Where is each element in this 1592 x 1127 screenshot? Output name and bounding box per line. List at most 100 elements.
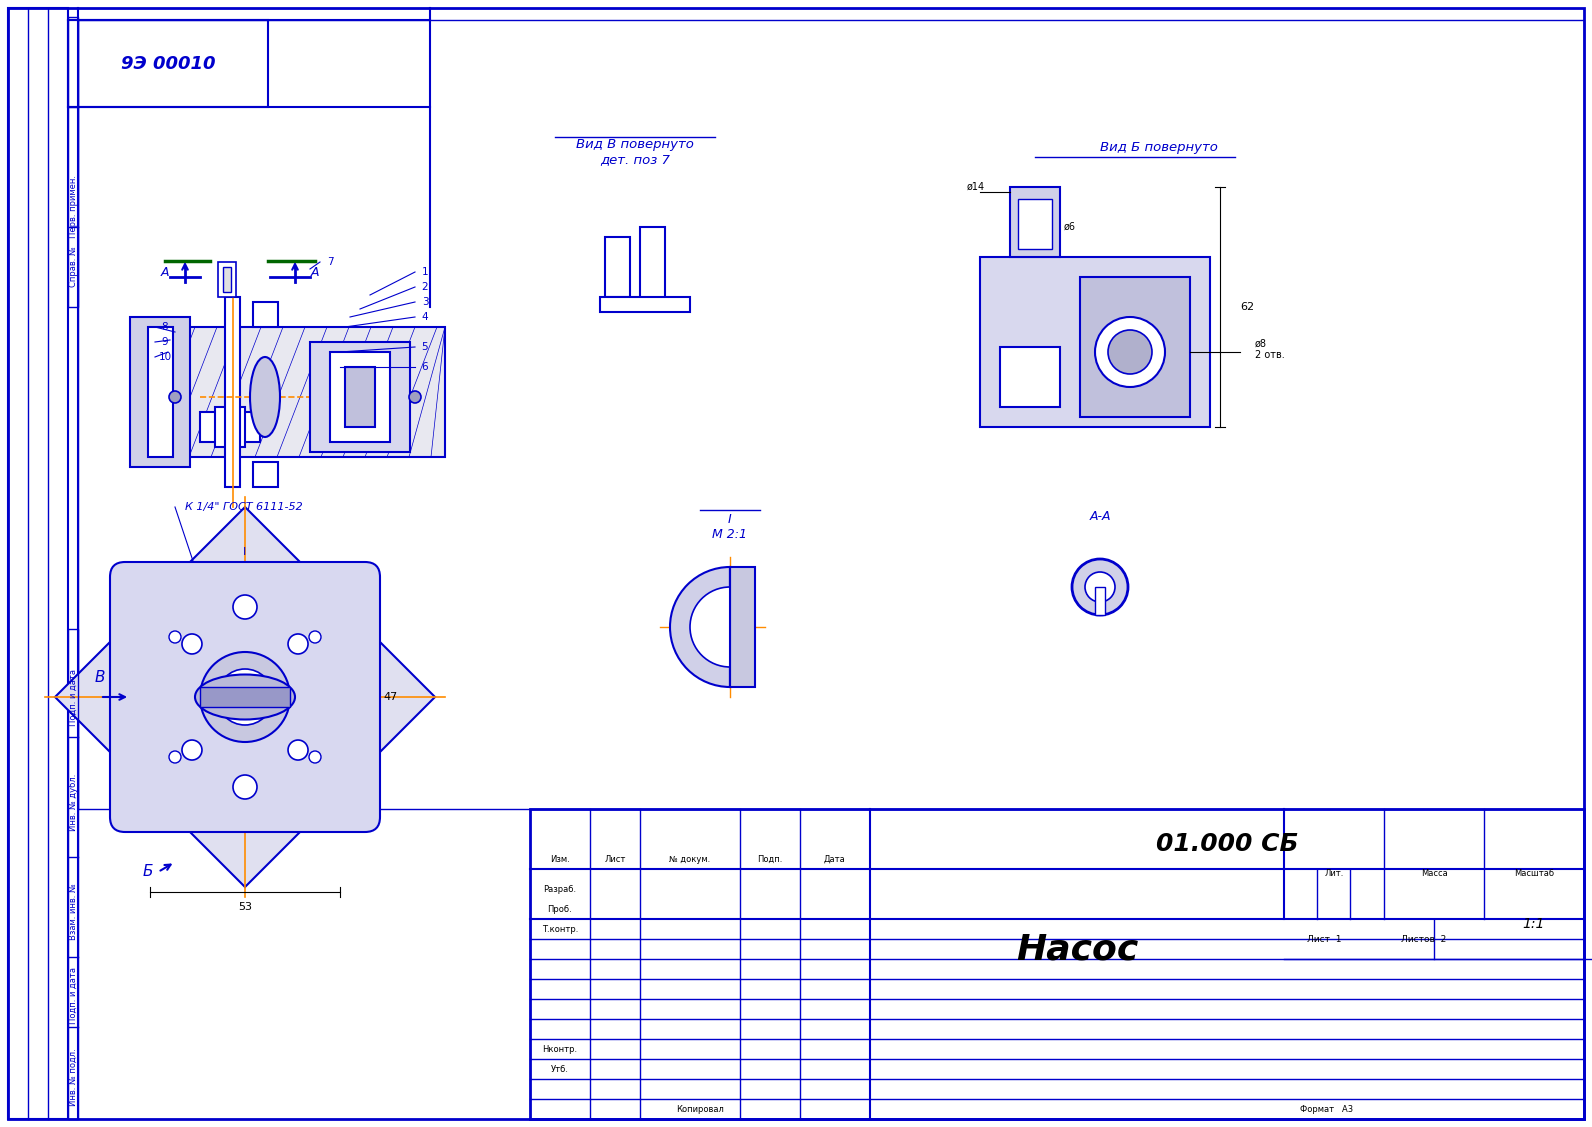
Circle shape <box>288 740 307 760</box>
Bar <box>600 298 689 312</box>
Text: Проб.: Проб. <box>548 905 573 914</box>
Text: К 1/4" ГОСТ 6111-52: К 1/4" ГОСТ 6111-52 <box>185 502 302 512</box>
Text: 10: 10 <box>159 352 172 362</box>
Bar <box>1000 347 1060 407</box>
Bar <box>201 412 259 442</box>
Bar <box>148 327 174 458</box>
Text: 47: 47 <box>384 692 398 702</box>
Bar <box>68 629 78 1119</box>
Text: Разраб.: Разраб. <box>543 885 576 894</box>
Text: Формат   А3: Формат А3 <box>1301 1104 1353 1113</box>
Text: Т.контр.: Т.контр. <box>541 924 578 933</box>
Text: Копировал: Копировал <box>677 1104 724 1113</box>
Bar <box>345 367 376 427</box>
Bar <box>330 352 390 442</box>
Ellipse shape <box>194 674 295 719</box>
Text: Подп. и дата: Подп. и дата <box>68 967 78 1023</box>
Text: Подп.: Подп. <box>758 854 783 863</box>
Text: Вид В повернуто
дет. поз 7: Вид В повернуто дет. поз 7 <box>576 137 694 166</box>
Text: Перв. примен.: Перв. примен. <box>68 176 78 239</box>
Bar <box>1009 187 1060 257</box>
Bar <box>1095 587 1105 615</box>
Bar <box>145 327 446 458</box>
Bar <box>605 237 630 298</box>
Bar <box>215 407 245 447</box>
Bar <box>8 8 68 1119</box>
Text: Изм.: Изм. <box>551 854 570 863</box>
Circle shape <box>169 751 181 763</box>
Circle shape <box>232 775 256 799</box>
Text: ø8
2 отв.: ø8 2 отв. <box>1254 338 1285 360</box>
Text: Б: Б <box>143 864 153 879</box>
Circle shape <box>181 635 202 654</box>
Text: ø14: ø14 <box>966 181 985 192</box>
Text: 1:1: 1:1 <box>1524 917 1546 931</box>
Ellipse shape <box>250 357 280 437</box>
Circle shape <box>1086 573 1114 602</box>
Circle shape <box>309 751 322 763</box>
Text: I
М 2:1: I М 2:1 <box>713 513 748 541</box>
Text: 53: 53 <box>237 902 252 912</box>
Circle shape <box>181 740 202 760</box>
Bar <box>253 302 279 327</box>
Text: А: А <box>161 266 169 278</box>
Bar <box>310 341 411 452</box>
Text: 1: 1 <box>422 267 428 277</box>
Bar <box>981 257 1210 427</box>
Text: Справ. №: Справ. № <box>68 247 78 287</box>
Text: Лит.: Лит. <box>1325 870 1344 879</box>
Bar <box>201 687 290 707</box>
Text: 9: 9 <box>162 337 169 347</box>
Circle shape <box>217 669 272 725</box>
Text: 5: 5 <box>422 341 428 352</box>
Bar <box>218 261 236 298</box>
Text: 8: 8 <box>162 322 169 332</box>
Wedge shape <box>689 587 731 667</box>
Bar <box>253 462 279 487</box>
Text: 6: 6 <box>422 362 428 372</box>
Polygon shape <box>56 507 435 887</box>
Circle shape <box>169 391 181 403</box>
Bar <box>1017 199 1052 249</box>
Text: 62: 62 <box>1240 302 1254 312</box>
Text: А-А: А-А <box>1089 511 1111 524</box>
Bar <box>640 227 665 307</box>
Text: Вид Б повернуто: Вид Б повернуто <box>1100 141 1218 153</box>
Circle shape <box>1071 559 1129 615</box>
Bar <box>131 317 189 467</box>
Text: Дата: Дата <box>825 854 845 863</box>
Bar <box>530 809 1584 1119</box>
Bar <box>68 20 267 107</box>
Text: ø6: ø6 <box>1063 222 1076 232</box>
Circle shape <box>309 631 322 644</box>
Text: 9Э 00010: 9Э 00010 <box>121 55 215 73</box>
FancyBboxPatch shape <box>110 562 380 832</box>
Text: № докум.: № докум. <box>669 854 710 863</box>
Circle shape <box>1095 317 1165 387</box>
Text: 4: 4 <box>422 312 428 322</box>
Text: 01.000 СБ: 01.000 СБ <box>1156 832 1297 857</box>
Bar <box>1079 277 1189 417</box>
Text: Лист: Лист <box>605 854 626 863</box>
Text: Лист  1: Лист 1 <box>1307 934 1340 943</box>
Circle shape <box>169 631 181 644</box>
Text: 2: 2 <box>422 282 428 292</box>
Text: 3: 3 <box>422 298 428 307</box>
Bar <box>78 20 1584 809</box>
Bar <box>731 567 755 687</box>
Circle shape <box>288 635 307 654</box>
Text: А: А <box>310 266 320 278</box>
Text: Взам. инв. №: Взам. инв. № <box>68 884 78 940</box>
Circle shape <box>232 595 256 619</box>
Text: Насос: Насос <box>1016 932 1138 966</box>
Wedge shape <box>670 567 731 687</box>
Text: Подп. и дата: Подп. и дата <box>68 668 78 726</box>
Text: Инв. № подл.: Инв. № подл. <box>68 1048 78 1106</box>
Bar <box>223 267 231 292</box>
Circle shape <box>409 391 420 403</box>
Text: Масса: Масса <box>1420 870 1447 879</box>
Circle shape <box>1108 330 1153 374</box>
Bar <box>68 17 78 307</box>
Text: Масштаб: Масштаб <box>1514 870 1554 879</box>
Text: В: В <box>96 669 105 684</box>
